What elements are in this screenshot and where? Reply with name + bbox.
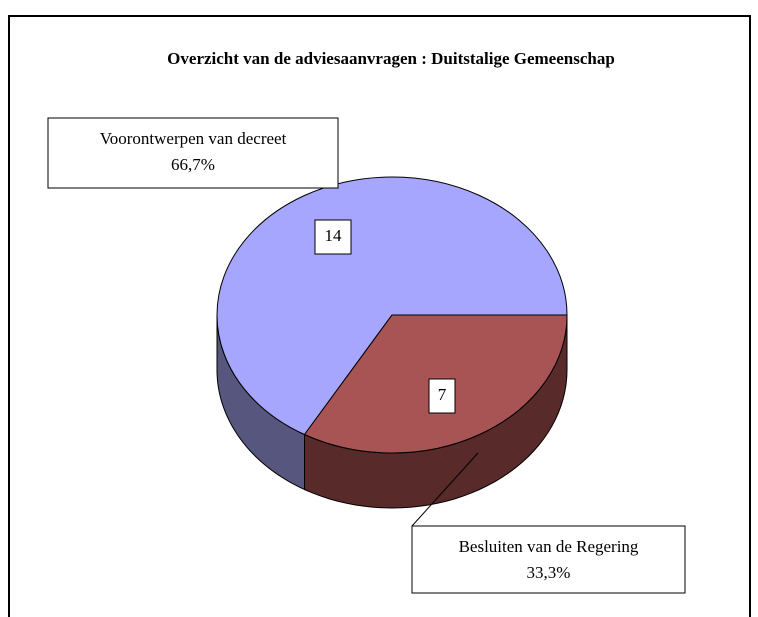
leader-line: [411, 452, 479, 527]
category-label-box: [47, 117, 339, 189]
value-label-box: [428, 378, 456, 414]
slice: [216, 176, 568, 436]
category-label-box: [411, 525, 686, 594]
chart-frame: [8, 15, 751, 617]
value-label-box: [314, 219, 352, 255]
value-label: 7: [438, 385, 447, 404]
category-label: Voorontwerpen van decreet: [100, 129, 287, 148]
category-label: Besluiten van de Regering: [459, 537, 639, 556]
chart-title: Overzicht van de adviesaanvragen : Duits…: [167, 49, 615, 68]
percent-label: 66,7%: [171, 155, 215, 174]
percent-label: 33,3%: [527, 563, 571, 582]
value-label: 14: [325, 226, 343, 245]
